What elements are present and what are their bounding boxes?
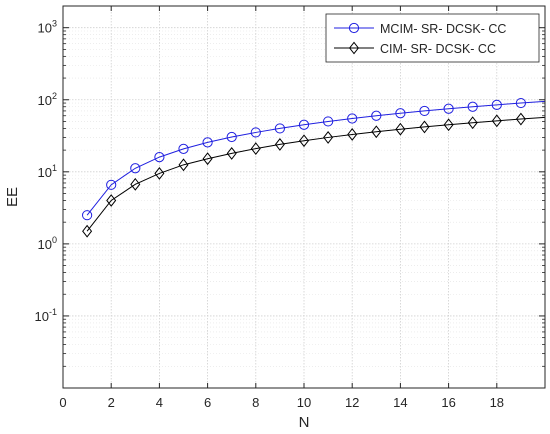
- y-tick-label: 100: [38, 235, 57, 252]
- y-tick-exponent: 0: [52, 235, 57, 245]
- legend-label: CIM- SR- DCSK- CC: [380, 42, 496, 56]
- diamond-marker: [467, 116, 478, 130]
- diamond-marker: [395, 122, 406, 136]
- circle-marker: [467, 101, 478, 112]
- legend-label: MCIM- SR- DCSK- CC: [380, 22, 506, 36]
- diamond-marker: [347, 128, 358, 141]
- circle-marker: [298, 119, 310, 130]
- circle-marker: [443, 103, 454, 114]
- series-layer: [82, 97, 545, 238]
- diamond-marker: [323, 131, 334, 144]
- diamond-marker: [443, 118, 454, 132]
- y-tick-label: 101: [38, 163, 57, 180]
- x-tick-label: 0: [59, 395, 66, 410]
- circle-marker: [347, 113, 358, 124]
- y-axis-title: EE: [4, 187, 21, 207]
- circle-marker: [371, 110, 382, 121]
- y-tick-label: 103: [38, 19, 57, 36]
- legend: MCIM- SR- DCSK- CC CIM- SR- DCSK- CC: [325, 13, 540, 63]
- diamond-marker: [154, 167, 165, 180]
- y-tick-base: 10: [38, 237, 52, 252]
- diamond-marker: [274, 138, 285, 151]
- diamond-marker: [130, 177, 141, 191]
- circle-marker: [178, 143, 189, 154]
- circle-marker: [395, 108, 406, 119]
- circle-marker: [226, 131, 237, 143]
- y-tick-label: 102: [38, 91, 57, 108]
- y-tick-exponent: -1: [49, 307, 57, 317]
- diamond-marker: [371, 125, 382, 139]
- y-tick-base: 10: [38, 93, 52, 108]
- diamond-marker: [348, 41, 360, 55]
- diamond-marker: [298, 134, 310, 148]
- x-tick-label: 6: [204, 395, 211, 410]
- y-tick-base: 10: [38, 21, 52, 36]
- circle-marker: [348, 22, 360, 34]
- diamond-marker: [106, 194, 117, 207]
- y-tick-base: 10: [38, 165, 52, 180]
- circle-marker: [491, 99, 502, 110]
- grid: [63, 6, 545, 388]
- y-tick-exponent: 2: [52, 91, 57, 101]
- legend-box: [325, 13, 540, 63]
- y-tick-exponent: 3: [52, 19, 57, 29]
- x-tick-label: 18: [490, 395, 504, 410]
- y-tick-base: 10: [35, 309, 49, 324]
- x-axis-title: N: [299, 414, 310, 431]
- diamond-marker: [202, 152, 213, 166]
- x-tick-label: 4: [156, 395, 163, 410]
- circle-marker: [82, 210, 93, 221]
- y-tick-label: 10-1: [35, 307, 57, 324]
- diamond-marker: [250, 142, 261, 156]
- series-1: [82, 97, 545, 221]
- circle-marker: [130, 163, 141, 174]
- circle-marker: [106, 179, 117, 190]
- circle-marker: [419, 105, 430, 117]
- x-tick-label: 8: [252, 395, 259, 410]
- diamond-marker: [82, 224, 93, 238]
- diamond-marker: [178, 158, 189, 172]
- circle-marker: [323, 116, 334, 127]
- circle-marker: [154, 152, 165, 163]
- diamond-marker: [419, 120, 430, 134]
- diamond-marker: [515, 112, 526, 126]
- diamond-marker: [491, 114, 502, 128]
- series-2: [82, 112, 545, 238]
- circle-marker: [202, 137, 213, 148]
- circle-marker: [274, 123, 285, 134]
- diamond-marker: [226, 147, 237, 160]
- x-tick-label: 2: [108, 395, 115, 410]
- x-tick-label: 14: [393, 395, 407, 410]
- x-tick-label: 16: [441, 395, 455, 410]
- x-tick-label: 12: [345, 395, 359, 410]
- x-tick-label: 10: [297, 395, 311, 410]
- circle-marker: [250, 127, 261, 138]
- y-tick-exponent: 1: [52, 163, 57, 173]
- circle-marker: [515, 97, 527, 109]
